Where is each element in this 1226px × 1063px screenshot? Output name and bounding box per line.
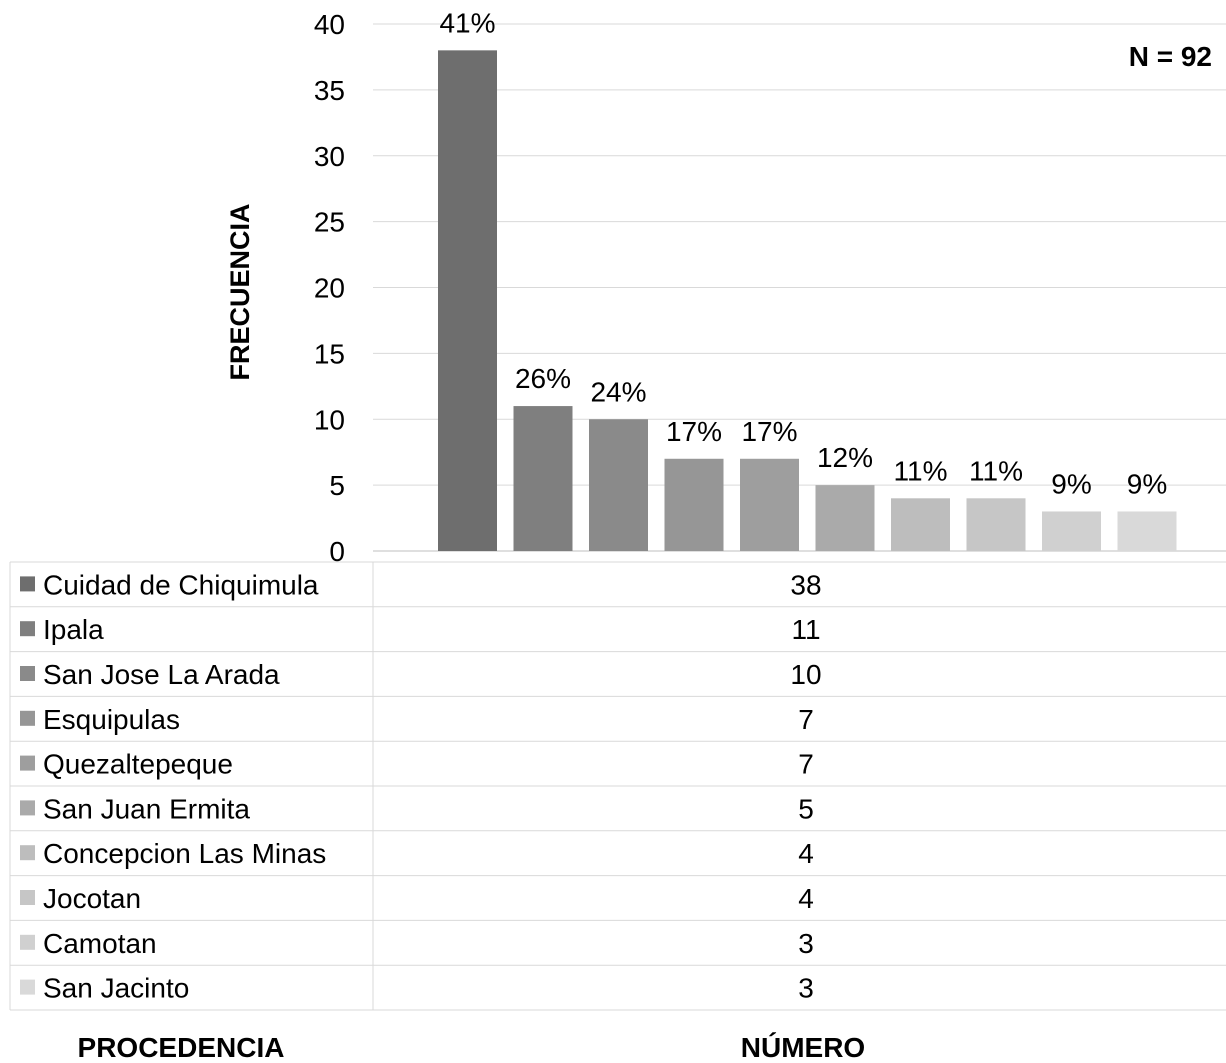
legend-swatch xyxy=(20,666,35,681)
legend-swatch xyxy=(20,934,35,950)
bar xyxy=(664,458,724,551)
value-cell: 7 xyxy=(798,704,814,735)
category-label: Ipala xyxy=(43,614,104,645)
y-tick-label: 20 xyxy=(314,273,345,304)
category-label: Jocotan xyxy=(43,883,141,914)
percent-labels: 41% 26% 24% 17% 17% 12% 11% 11% 9% 9% xyxy=(439,7,1167,499)
legend-swatch xyxy=(20,621,35,637)
y-axis-ticks: 0 5 10 15 20 25 30 35 40 xyxy=(314,9,345,567)
y-tick-label: 0 xyxy=(329,536,345,567)
value-cell: 38 xyxy=(790,569,821,600)
category-label: Camotan xyxy=(43,928,157,959)
data-table: Cuidad de Chiquimula 38 Ipala 11 San Jose La… xyxy=(9,561,1226,1011)
percent-label: 12% xyxy=(817,442,873,473)
category-label: San Jose La Arada xyxy=(43,659,280,690)
bar xyxy=(438,50,497,551)
percent-label: 9% xyxy=(1051,468,1091,499)
percent-label: 11% xyxy=(894,455,948,486)
bar xyxy=(1117,511,1177,551)
legend-swatch xyxy=(20,890,35,905)
table-header-procedencia: PROCEDENCIA xyxy=(78,1032,285,1063)
legend-swatch xyxy=(20,845,35,861)
bar xyxy=(513,406,573,551)
bar xyxy=(966,498,1026,551)
percent-label: 11% xyxy=(969,455,1023,486)
table-header-numero: NÚMERO xyxy=(741,1032,865,1063)
bar xyxy=(1042,511,1101,551)
value-cell: 10 xyxy=(790,659,821,690)
value-cell: 11 xyxy=(791,614,820,645)
bar xyxy=(740,458,799,551)
y-axis-title: FRECUENCIA xyxy=(225,203,255,380)
legend-swatch xyxy=(20,979,35,995)
bar xyxy=(891,498,950,551)
category-label: Cuidad de Chiquimula xyxy=(43,569,319,600)
value-cell: 7 xyxy=(798,749,814,780)
bar xyxy=(589,419,648,551)
y-tick-label: 10 xyxy=(314,404,345,435)
category-label: Quezaltepeque xyxy=(43,749,233,780)
legend-swatch xyxy=(20,755,35,771)
category-label: Concepcion Las Minas xyxy=(43,838,326,869)
legend-swatch xyxy=(20,800,35,816)
value-cell: 4 xyxy=(798,838,814,869)
y-tick-label: 40 xyxy=(314,9,345,40)
bars xyxy=(438,50,1177,551)
y-tick-label: 25 xyxy=(314,207,345,238)
percent-label: 17% xyxy=(741,416,797,447)
y-tick-label: 15 xyxy=(314,338,345,369)
percent-label: 26% xyxy=(515,363,571,394)
category-label: Esquipulas xyxy=(43,704,180,735)
value-cell: 3 xyxy=(798,973,814,1004)
value-cell: 3 xyxy=(798,928,814,959)
legend-swatch xyxy=(20,576,35,592)
percent-label: 24% xyxy=(590,376,646,407)
category-label: San Juan Ermita xyxy=(43,793,250,824)
percent-label: 9% xyxy=(1127,468,1167,499)
y-tick-label: 35 xyxy=(314,75,345,106)
percent-label: 41% xyxy=(439,7,495,38)
percent-label: 17% xyxy=(666,416,722,447)
bar xyxy=(815,485,875,551)
y-tick-label: 30 xyxy=(314,141,345,172)
sample-size-annotation: N = 92 xyxy=(1129,41,1212,72)
category-label: San Jacinto xyxy=(43,973,189,1004)
value-cell: 4 xyxy=(798,883,814,914)
value-cell: 5 xyxy=(798,793,814,824)
gridlines xyxy=(373,23,1226,552)
legend-swatch xyxy=(20,710,35,726)
y-tick-label: 5 xyxy=(329,470,345,501)
